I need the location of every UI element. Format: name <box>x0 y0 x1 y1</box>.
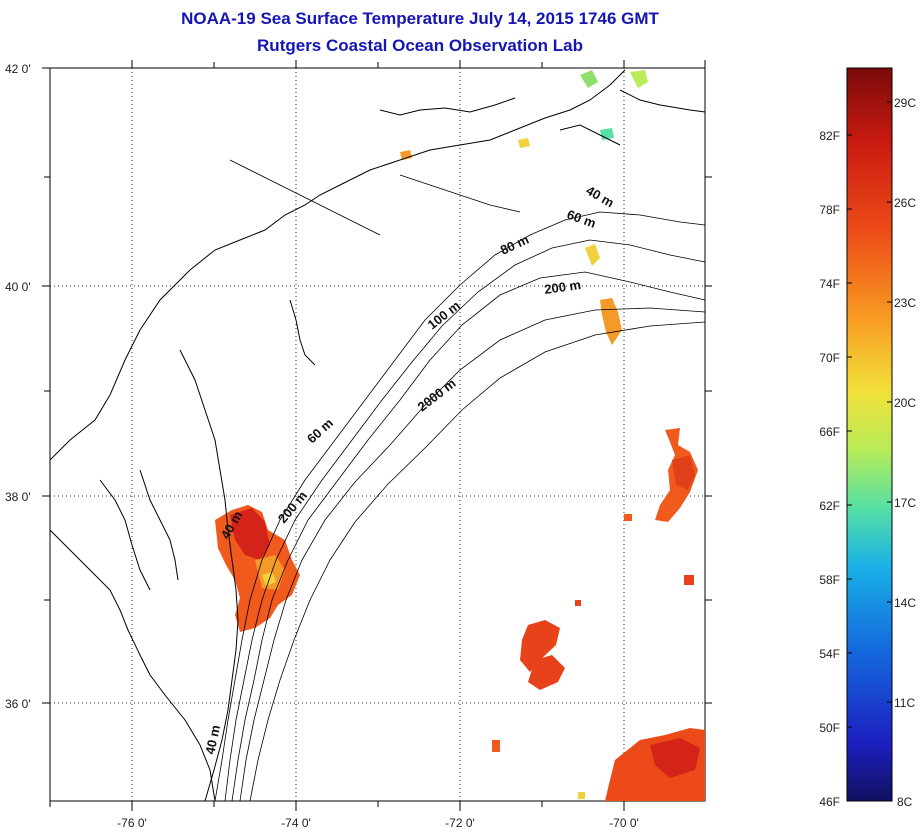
cb-label-14c: 14C <box>894 596 916 610</box>
cb-label-23c: 23C <box>894 296 916 310</box>
cb-label-70f: 70F <box>819 351 840 365</box>
map-frame <box>49 67 706 802</box>
cb-label-8c: 8C <box>897 795 913 809</box>
sst-patches <box>215 70 705 801</box>
cb-label-78f: 78F <box>819 203 840 217</box>
lat-label-40: 40 0' <box>5 280 31 294</box>
lon-label-72: -72 0' <box>445 816 475 830</box>
isobaths <box>214 159 705 801</box>
cb-label-46f: 46F <box>819 795 840 809</box>
cb-label-50f: 50F <box>819 721 840 735</box>
cb-label-29c: 29C <box>894 96 916 110</box>
cb-label-20c: 20C <box>894 396 916 410</box>
colorbar-ticks <box>847 101 892 728</box>
lon-label-74: -74 0' <box>281 816 311 830</box>
coastline <box>50 69 705 801</box>
cb-label-58f: 58F <box>819 573 840 587</box>
cb-label-11c: 11C <box>894 696 915 710</box>
cb-label-66f: 66F <box>819 425 840 439</box>
cb-label-26c: 26C <box>894 196 916 210</box>
cb-label-62f: 62F <box>819 499 840 513</box>
colorbar <box>846 67 893 802</box>
cb-label-74f: 74F <box>819 277 840 291</box>
chart-subtitle: Rutgers Coastal Ocean Observation Lab <box>257 36 583 55</box>
lat-label-36: 36 0' <box>5 697 31 711</box>
map-ticks <box>42 60 712 811</box>
cb-label-82f: 82F <box>819 129 840 143</box>
isobath-label-40m-south: 40 m <box>202 724 223 756</box>
lon-label-70: -70 0' <box>609 816 639 830</box>
isobath-label-200m-north: 200 m <box>543 277 582 297</box>
lat-label-38: 38 0' <box>5 490 31 504</box>
cb-label-54f: 54F <box>819 647 840 661</box>
lat-label-42: 42 0' <box>5 62 31 76</box>
lon-label-76: -76 0' <box>117 816 147 830</box>
chart-title: NOAA-19 Sea Surface Temperature July 14,… <box>181 9 659 28</box>
cb-label-17c: 17C <box>894 496 916 510</box>
